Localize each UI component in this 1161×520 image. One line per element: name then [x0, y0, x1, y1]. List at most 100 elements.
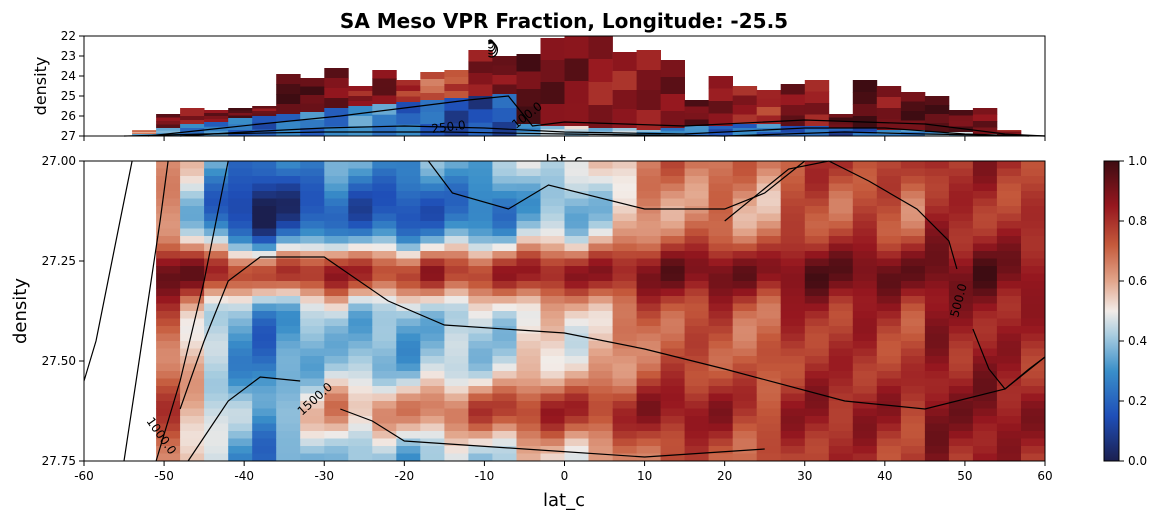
main-heatmap-cell — [612, 401, 637, 409]
main-heatmap-cell — [468, 288, 493, 297]
main-heatmap-cell — [180, 438, 205, 447]
main-heatmap-cell — [732, 243, 758, 252]
main-heatmap-cell — [372, 228, 397, 237]
main-heatmap-cell — [228, 303, 253, 312]
main-heatmap-cell — [252, 326, 277, 334]
main-heatmap-cell — [228, 333, 253, 342]
main-heatmap-cell — [300, 386, 325, 394]
top-heatmap-cell — [252, 108, 277, 112]
main-heatmap-cell — [972, 348, 998, 357]
main-heatmap-cell — [924, 446, 950, 454]
main-heatmap-cell — [468, 213, 493, 222]
main-heatmap-cell — [924, 393, 950, 402]
main-heatmap-cell — [612, 408, 637, 417]
main-heatmap-cell — [444, 431, 469, 439]
main-heatmap-cell — [636, 446, 661, 454]
top-heatmap-cell — [780, 94, 806, 106]
main-heatmap-cell — [972, 168, 998, 177]
main-heatmap-cell — [348, 273, 373, 282]
main-heatmap-cell — [972, 258, 998, 267]
top-heatmap-cell — [732, 132, 758, 137]
main-heatmap-cell — [972, 296, 998, 304]
main-heatmap-cell — [924, 228, 950, 237]
main-heatmap-cell — [204, 296, 229, 304]
main-heatmap-cell — [276, 408, 301, 417]
top-heatmap-cell — [180, 124, 205, 129]
y-tick-label: 22 — [61, 29, 76, 43]
main-heatmap-cell — [828, 161, 854, 169]
main-heatmap-cell — [348, 288, 373, 297]
main-heatmap-cell — [828, 236, 854, 244]
main-heatmap-cell — [756, 348, 782, 357]
main-heatmap-cell — [492, 416, 517, 424]
main-heatmap-cell — [804, 206, 830, 214]
main-heatmap-cell — [804, 416, 830, 424]
main-heatmap-cell — [300, 168, 325, 177]
main-heatmap-cell — [444, 348, 469, 357]
main-heatmap-cell — [420, 273, 445, 282]
top-heatmap-cell — [348, 91, 373, 97]
top-heatmap-cell — [876, 134, 902, 137]
top-heatmap-cell — [300, 95, 325, 104]
main-heatmap-cell — [588, 356, 613, 364]
main-heatmap-cell — [708, 198, 733, 207]
main-heatmap-cell — [156, 356, 181, 364]
main-heatmap-cell — [900, 258, 926, 267]
main-heatmap-cell — [900, 176, 926, 184]
main-heatmap-cell — [660, 386, 685, 394]
main-heatmap-cell — [900, 296, 926, 304]
main-heatmap-cell — [900, 266, 926, 274]
main-heatmap-cell — [660, 378, 685, 387]
main-heatmap-cell — [444, 311, 469, 319]
main-heatmap-cell — [684, 431, 709, 439]
main-heatmap-cell — [444, 393, 469, 402]
top-heatmap-cell — [948, 126, 974, 133]
main-heatmap-cell — [924, 191, 950, 199]
main-heatmap-cell — [708, 333, 733, 342]
main-heatmap-cell — [1021, 453, 1046, 462]
main-heatmap-cell — [828, 311, 854, 319]
main-heatmap-cell — [300, 408, 325, 417]
main-heatmap-cell — [636, 416, 661, 424]
main-heatmap-cell — [996, 356, 1022, 364]
main-heatmap-cell — [588, 191, 613, 199]
main-heatmap-cell — [948, 446, 974, 454]
main-heatmap-cell — [1021, 363, 1046, 372]
main-heatmap-cell — [204, 356, 229, 364]
main-heatmap-cell — [804, 296, 830, 304]
main-heatmap-cell — [780, 221, 806, 229]
main-heatmap-cell — [756, 446, 782, 454]
main-heatmap-cell — [612, 236, 637, 244]
main-heatmap-cell — [180, 423, 205, 432]
main-heatmap-cell — [1021, 431, 1046, 439]
main-heatmap-cell — [348, 408, 373, 417]
main-heatmap-cell — [756, 266, 782, 274]
main-heatmap-cell — [228, 168, 253, 177]
main-heatmap-cell — [300, 311, 325, 319]
top-heatmap-cell — [660, 111, 685, 129]
main-heatmap-cell — [588, 371, 613, 379]
main-heatmap-cell — [684, 348, 709, 357]
main-heatmap-cell — [204, 168, 229, 177]
top-heatmap-cell — [396, 113, 421, 125]
main-heatmap-cell — [780, 183, 806, 192]
top-heatmap-cell — [468, 61, 493, 74]
main-x-ticks: -60 -50 -40 -30 -20 -10 0 10 20 30 40 50 60 — [74, 461, 1053, 483]
main-heatmap-cell — [756, 161, 782, 169]
main-heatmap-cell — [276, 341, 301, 349]
main-heatmap-cell — [900, 213, 926, 222]
colorbar-tick-label: 0.4 — [1128, 334, 1147, 348]
main-heatmap-cell — [780, 206, 806, 214]
main-heatmap-cell — [852, 453, 878, 462]
colorbar-tick-label: 0.8 — [1128, 214, 1147, 228]
main-heatmap-cell — [660, 176, 685, 184]
main-heatmap-cell — [252, 311, 277, 319]
main-heatmap-cell — [948, 438, 974, 447]
main-heatmap-cell — [228, 416, 253, 424]
top-heatmap-cell — [468, 109, 493, 123]
main-heatmap-cell — [540, 341, 565, 349]
top-heatmap-cell — [660, 130, 685, 134]
main-heatmap-cell — [996, 236, 1022, 244]
main-heatmap-cell — [804, 243, 830, 252]
main-heatmap-cell — [708, 438, 733, 447]
